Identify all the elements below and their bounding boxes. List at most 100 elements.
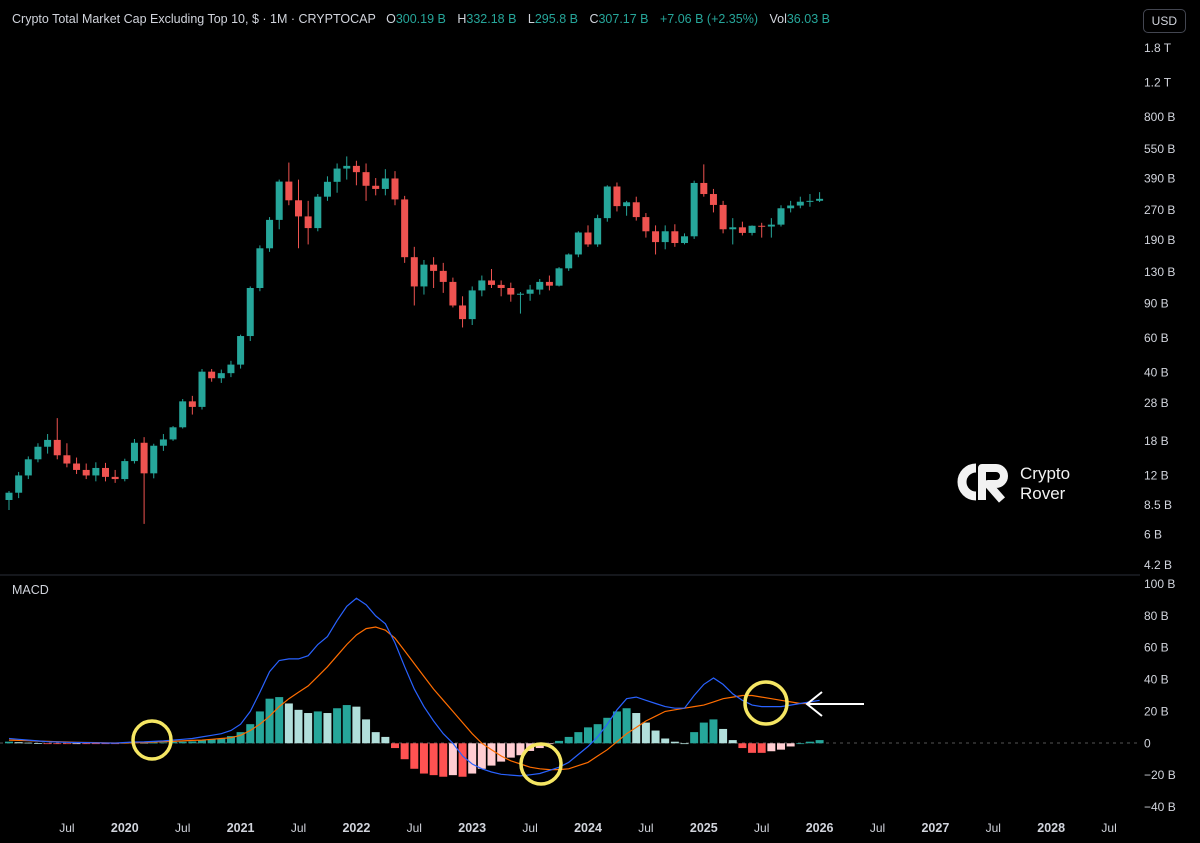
price-tick-label: 550 B <box>1144 142 1175 156</box>
time-tick-label: 2021 <box>227 821 255 835</box>
histogram-bar <box>53 743 62 745</box>
histogram-bar <box>564 736 573 744</box>
histogram-bar <box>149 742 158 744</box>
open-label: O <box>386 12 396 26</box>
candle-body <box>709 194 717 205</box>
low-label: L <box>527 12 535 26</box>
histogram-bar <box>545 743 554 745</box>
histogram-bar <box>584 727 592 744</box>
candle-body <box>439 270 447 282</box>
candle-body <box>816 198 824 201</box>
histogram-bar <box>487 743 496 766</box>
histogram-bar <box>91 743 100 745</box>
candle-body <box>256 248 264 289</box>
candle-body <box>217 373 225 379</box>
candle-body <box>623 202 631 207</box>
histogram-bar <box>304 713 313 744</box>
close-value: 307.17 B <box>598 12 649 26</box>
candle-body <box>44 439 52 447</box>
candle-body <box>352 165 360 173</box>
histogram-bar <box>767 743 776 752</box>
candle-body <box>507 288 515 295</box>
high-label: H <box>457 12 467 26</box>
currency-button[interactable]: USD <box>1142 9 1186 33</box>
high-value: 332.18 B <box>466 12 517 26</box>
candle-body <box>719 204 727 230</box>
histogram-bar <box>699 722 708 744</box>
candle-body <box>121 461 129 480</box>
histogram-bar <box>371 732 380 744</box>
histogram-bar <box>468 743 477 774</box>
candle-body <box>314 196 322 229</box>
time-tick-label: 2023 <box>458 821 486 835</box>
crypto-rover-logo-icon <box>957 463 1008 503</box>
candle-body <box>179 401 187 428</box>
macd-line <box>8 597 820 777</box>
time-tick-label: 2024 <box>574 821 602 835</box>
candle-body <box>642 217 650 232</box>
candle-body <box>681 236 688 244</box>
histogram-bar <box>603 717 612 744</box>
candle-body <box>603 186 611 219</box>
candle-body <box>787 205 795 209</box>
symbol-title[interactable]: Crypto Total Market Cap Excluding Top 10… <box>12 12 376 26</box>
candle-body <box>758 225 766 227</box>
histogram-bar <box>400 743 409 760</box>
candle-body <box>53 439 61 456</box>
histogram-bar <box>670 741 679 744</box>
volume-value: 36.03 B <box>786 12 830 26</box>
highlight-circle-2025 <box>743 680 789 726</box>
logo-line-1: Crypto <box>1020 464 1071 483</box>
candle-body <box>198 371 206 407</box>
candle-body <box>459 305 467 320</box>
candle-body <box>410 257 418 287</box>
histogram-bar <box>748 743 757 753</box>
price-tick-label: 28 B <box>1144 396 1169 410</box>
histogram-bar <box>690 732 699 744</box>
price-tick-label: 90 B <box>1144 297 1169 311</box>
candle-body <box>275 181 283 220</box>
histogram-bar <box>429 743 438 776</box>
candle-body <box>82 469 90 476</box>
candle-body <box>381 178 389 189</box>
highlight-circle-2023 <box>519 742 563 786</box>
price-tick-label: 18 B <box>1144 434 1169 448</box>
candle-body <box>738 227 746 233</box>
candle-body <box>333 168 341 182</box>
histogram-bar <box>82 743 91 745</box>
histogram-bar <box>217 738 226 744</box>
candle-body <box>343 165 351 169</box>
histogram-bar <box>255 711 264 744</box>
histogram-bar <box>612 711 621 744</box>
candle-body <box>690 182 698 237</box>
price-tick-label: 4.2 B <box>1144 558 1172 572</box>
macd-indicator-label[interactable]: MACD <box>12 583 49 597</box>
macd-tick-label: 100 B <box>1144 577 1175 591</box>
time-tick-label: Jul <box>522 821 537 835</box>
candle-body <box>584 232 592 245</box>
volume-label: Vol <box>769 12 787 26</box>
histogram-bar <box>284 703 293 744</box>
histogram-bar <box>169 742 178 744</box>
time-tick-label: 2028 <box>1037 821 1065 835</box>
candle-body <box>806 200 814 202</box>
time-tick-label: 2026 <box>806 821 834 835</box>
candle-body <box>488 280 495 285</box>
candle-body <box>594 218 602 245</box>
candle-body <box>661 231 669 243</box>
histogram-bar <box>24 742 33 744</box>
candle-body <box>468 290 476 320</box>
candle-body <box>574 232 582 255</box>
histogram-bar <box>207 739 216 744</box>
candle-body <box>73 463 81 470</box>
candle-body <box>111 476 119 480</box>
histogram-bar <box>178 741 187 744</box>
candle-body <box>285 181 293 201</box>
histogram-bar <box>391 743 399 749</box>
histogram-bar <box>333 708 342 744</box>
candle-body <box>24 459 32 476</box>
candle-body <box>545 281 553 286</box>
time-tick-label: Jul <box>407 821 422 835</box>
candle-body <box>632 202 640 218</box>
